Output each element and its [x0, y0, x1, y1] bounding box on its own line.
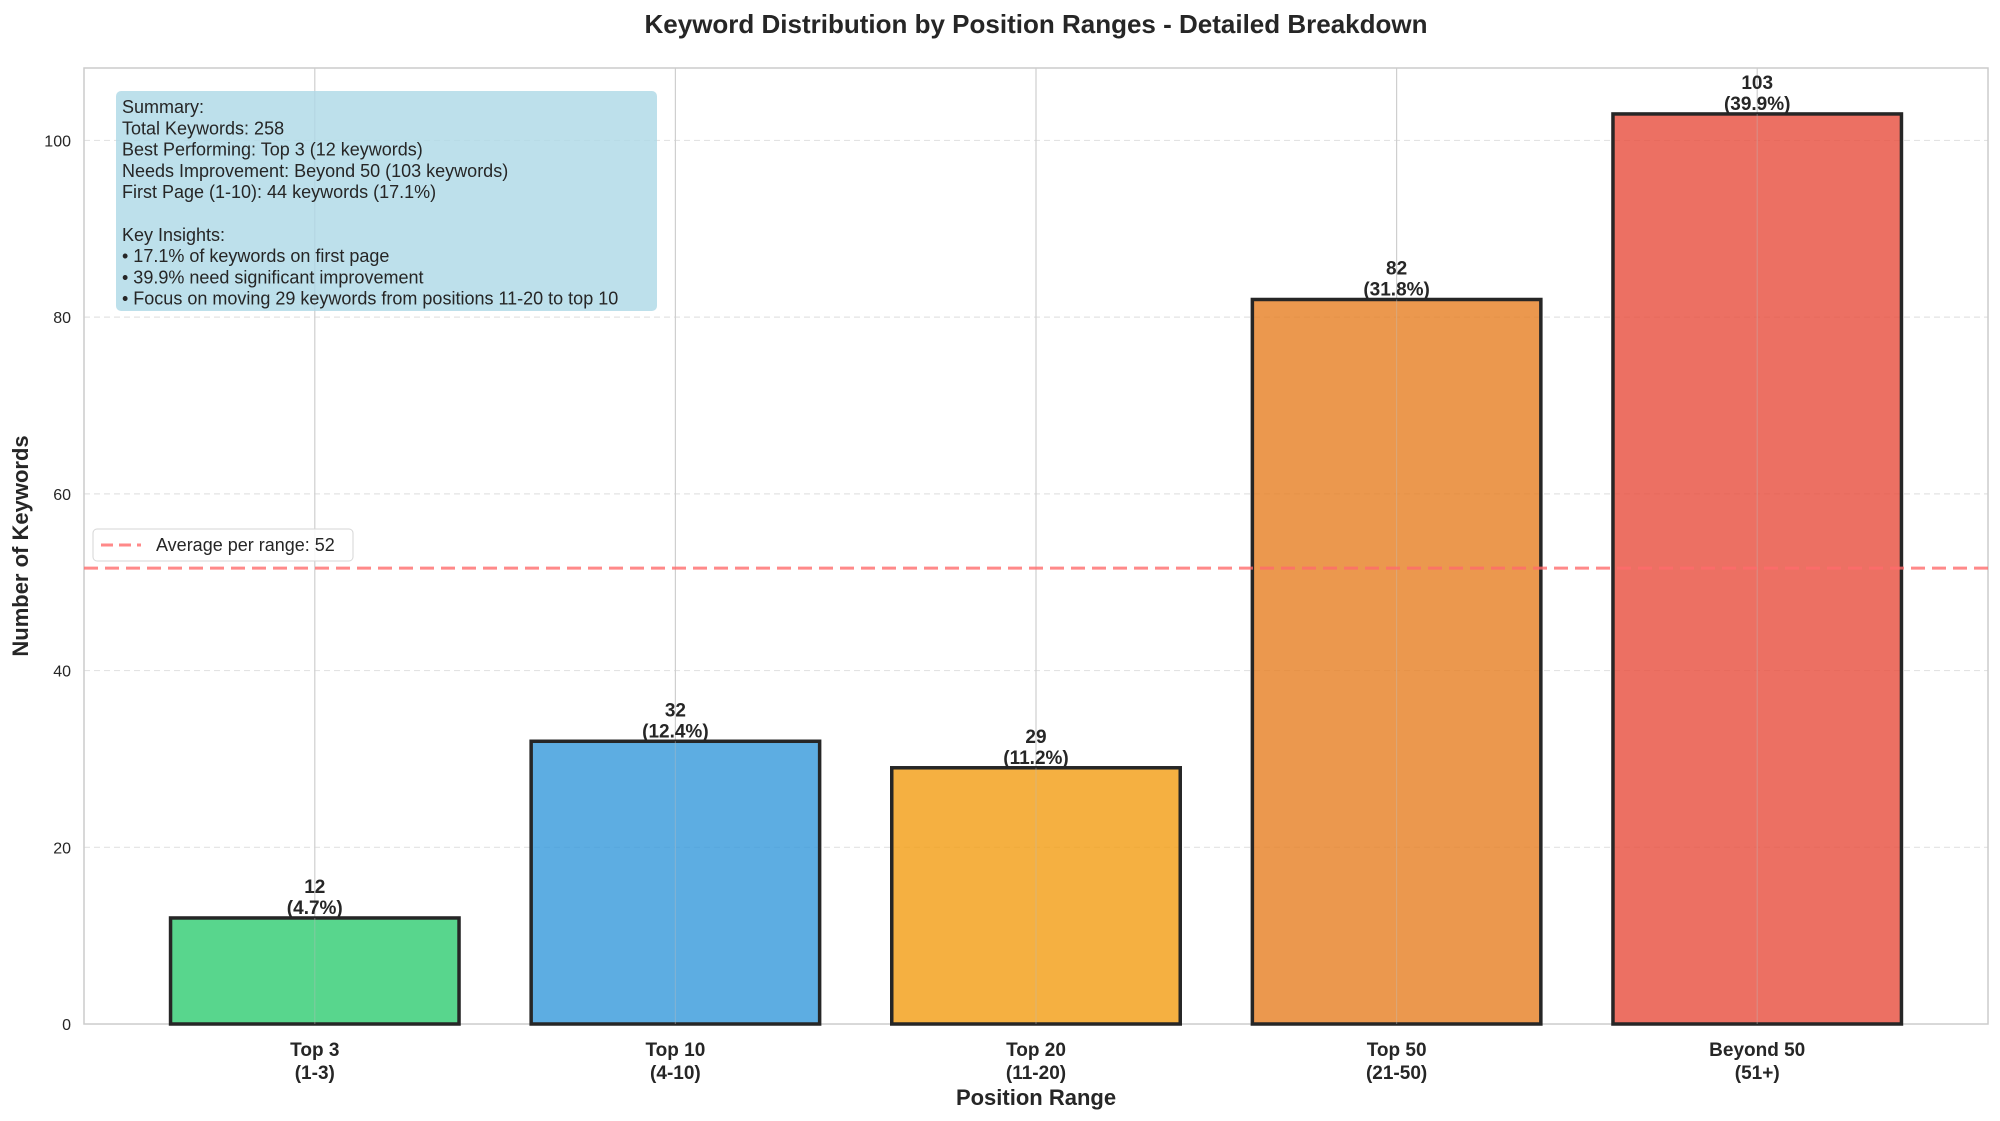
bars: [168, 112, 1904, 1026]
bar: [1250, 297, 1543, 1026]
bar-value-label: 32: [665, 700, 686, 721]
y-tick-label: 100: [44, 133, 71, 150]
bar-labels: 12(4.7%) 32(12.4%) 29(11.2%) 82(31.8%) 103(3…: [287, 73, 1791, 919]
summary-box-background: [116, 91, 657, 311]
legend-frame: [92, 528, 354, 562]
y-tick-label: 20: [53, 840, 71, 857]
x-tick-range-label: (11-20): [1006, 1063, 1066, 1084]
bar-percent-label: (11.2%): [1003, 748, 1068, 769]
summary-line: Needs Improvement: Beyond 50 (103 keywor…: [122, 161, 508, 181]
x-tick-label: Beyond 50: [1709, 1040, 1805, 1061]
x-tick-label: Top 20: [1006, 1040, 1066, 1061]
summary-line: Total Keywords: 258: [122, 118, 284, 138]
y-tick-label: 60: [53, 487, 71, 504]
y-axis-label: Number of Keywords: [8, 435, 33, 656]
summary-line: First Page (1-10): 44 keywords (17.1%): [122, 182, 436, 202]
summary-line: Summary:: [122, 97, 204, 117]
chart-title: Keyword Distribution by Position Ranges …: [645, 9, 1428, 39]
x-tick-range-label: (1-3): [295, 1063, 335, 1084]
x-axis-label: Position Range: [956, 1085, 1116, 1110]
summary-line: Key Insights:: [122, 225, 225, 245]
bar: [168, 916, 461, 1026]
summary-line: • 39.9% need significant improvement: [122, 267, 423, 287]
bar-value-label: 12: [304, 877, 325, 898]
y-tick-label: 80: [53, 310, 71, 327]
x-tick-range-label: (21-50): [1366, 1063, 1427, 1084]
x-axis-ticks: Top 3(1-3) Top 10(4-10) Top 20(11-20) Top 5…: [290, 1040, 1805, 1084]
summary-line: Best Performing: Top 3 (12 keywords): [122, 140, 423, 160]
bar-percent-label: (39.9%): [1724, 94, 1791, 115]
bar-value-label: 103: [1741, 73, 1773, 94]
legend-label: Average per range: 52: [156, 535, 335, 555]
y-axis-ticks: 0 20 40 60 80 100: [44, 133, 71, 1034]
bar-percent-label: (12.4%): [642, 721, 709, 742]
x-tick-label: Top 3: [290, 1040, 339, 1061]
summary-line: • 17.1% of keywords on first page: [122, 246, 389, 266]
y-tick-label: 0: [62, 1017, 71, 1034]
x-tick-range-label: (51+): [1735, 1063, 1780, 1084]
bar-percent-label: (31.8%): [1363, 279, 1430, 300]
x-tick-range-label: (4-10): [650, 1063, 701, 1084]
x-tick-label: Top 50: [1367, 1040, 1427, 1061]
bar-value-label: 82: [1386, 258, 1407, 279]
y-tick-label: 40: [53, 664, 71, 681]
x-tick-label: Top 10: [645, 1040, 705, 1061]
summary-line: • Focus on moving 29 keywords from posit…: [122, 289, 618, 309]
bar-value-label: 29: [1025, 727, 1046, 748]
bar-percent-label: (4.7%): [287, 898, 343, 919]
bar: [890, 766, 1182, 1026]
bar: [529, 739, 822, 1026]
legend: Average per range: 52: [92, 528, 354, 562]
